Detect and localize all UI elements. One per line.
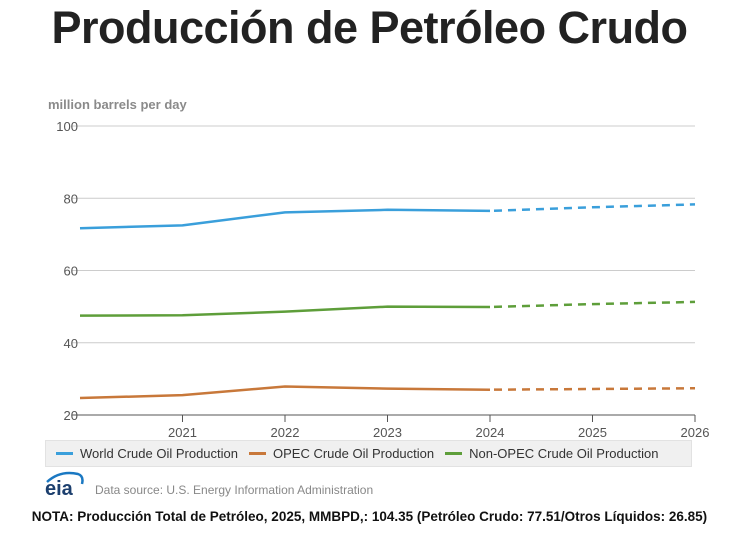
svg-text:eia: eia <box>45 478 74 496</box>
eia-logo-icon: eia <box>45 471 84 496</box>
x-tick-labels: 2021 2022 2023 2024 2025 2026 <box>168 425 709 440</box>
series-line-1 <box>79 385 491 400</box>
y-axis-label: million barrels per day <box>48 97 187 112</box>
legend-swatch-opec <box>249 452 266 455</box>
y-tick-label: 100 <box>56 119 78 134</box>
y-tick-label: 60 <box>64 264 78 279</box>
x-tick-label: 2023 <box>373 425 402 440</box>
legend-label-opec: OPEC Crude Oil Production <box>273 446 435 461</box>
x-tick-label: 2026 <box>681 425 710 440</box>
x-tick-label: 2021 <box>168 425 197 440</box>
note-text: NOTA: Producción Total de Petróleo, 2025… <box>31 509 708 524</box>
legend-swatch-world <box>56 452 73 455</box>
y-tick-label: 80 <box>64 191 78 206</box>
legend-item-opec[interactable]: OPEC Crude Oil Production <box>249 446 434 461</box>
gridlines <box>72 125 696 422</box>
series-forecast-line-2 <box>489 300 696 309</box>
series-line-0 <box>79 208 491 230</box>
page-title: Producción de Petróleo Crudo <box>51 2 688 53</box>
y-tick-label: 40 <box>64 336 78 351</box>
y-tick-labels: 20 40 60 80 100 <box>56 119 78 423</box>
legend-swatch-non-opec <box>445 452 463 455</box>
series-line-2 <box>79 305 491 317</box>
series-forecast-line-1 <box>489 387 696 391</box>
x-tick-label: 2022 <box>271 425 300 440</box>
legend-label-non-opec: Non-OPEC Crude Oil Production <box>469 446 659 461</box>
x-tick-label: 2024 <box>476 425 505 440</box>
line-chart: 20 40 60 80 100 2021 2022 2023 2024 2025 2026 <box>56 119 709 440</box>
data-source: Data source: U.S. Energy Information Adm… <box>95 483 374 497</box>
series-forecast-line-0 <box>489 203 696 213</box>
legend-item-non-opec[interactable]: Non-OPEC Crude Oil Production <box>445 446 658 461</box>
y-tick-label: 20 <box>64 408 78 423</box>
legend-label-world: World Crude Oil Production <box>80 446 238 461</box>
series-lines <box>79 203 696 400</box>
legend-item-world[interactable]: World Crude Oil Production <box>56 446 238 461</box>
x-tick-label: 2025 <box>578 425 607 440</box>
legend: World Crude Oil Production OPEC Crude Oi… <box>45 440 692 467</box>
